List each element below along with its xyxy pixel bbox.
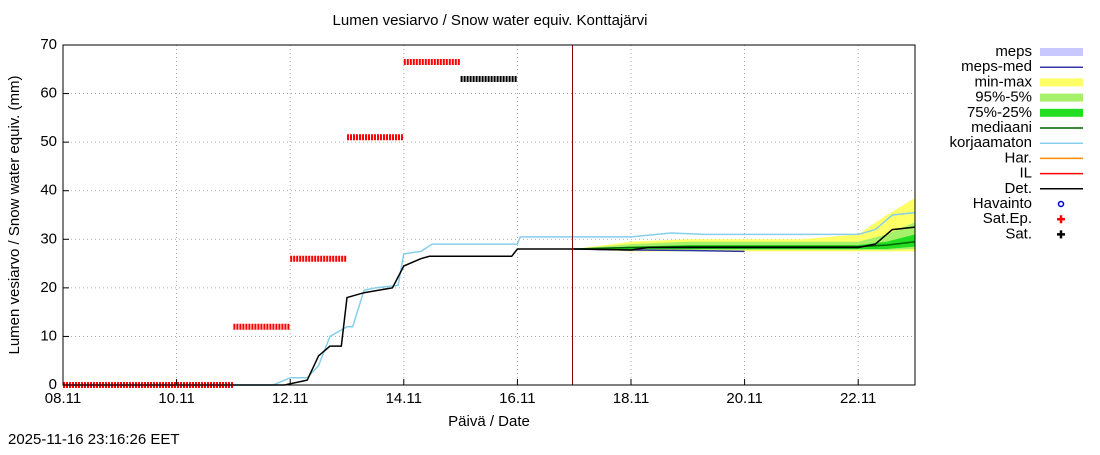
legend-label: mediaani <box>971 119 1032 136</box>
x-tick-label: 18.11 <box>613 390 649 407</box>
x-tick-label: 08.11 <box>45 390 81 407</box>
x-tick-label: 12.11 <box>272 390 308 407</box>
legend-swatch <box>1057 215 1065 224</box>
band-area <box>574 222 915 250</box>
legend-label: Har. <box>1004 149 1032 166</box>
x-tick-label: 10.11 <box>158 390 194 407</box>
legend-label: korjaamaton <box>949 134 1032 151</box>
y-tick-label: 0 <box>49 376 57 393</box>
legend-label: 95%-5% <box>975 89 1032 106</box>
legend-label: 75%-25% <box>967 104 1032 121</box>
legend-label: Sat.Ep. <box>983 210 1032 227</box>
y-tick-label: 40 <box>40 182 57 199</box>
x-tick-label: 22.11 <box>840 390 876 407</box>
chart-title: Lumen vesiarvo / Snow water equiv. Kontt… <box>333 12 648 29</box>
x-tick-label: 14.11 <box>386 390 422 407</box>
timestamp: 2025-11-16 23:16:26 EET <box>8 431 180 448</box>
legend-label: IL <box>1019 165 1032 182</box>
legend-label: meps-med <box>961 58 1032 75</box>
legend-swatch <box>1040 93 1083 102</box>
legend-swatch <box>1057 230 1065 239</box>
plot-frame <box>62 44 916 386</box>
x-tick-label: 16.11 <box>499 390 535 407</box>
x-axis-label: Päivä / Date <box>448 413 530 430</box>
legend-swatch <box>1057 200 1065 208</box>
series-line <box>63 226 916 386</box>
band-area <box>574 234 915 249</box>
legend-swatch <box>1040 108 1083 117</box>
legend-label: min-max <box>974 73 1032 90</box>
legend-label: Havainto <box>973 195 1032 212</box>
series-line <box>574 240 916 250</box>
legend-label: meps <box>995 43 1032 60</box>
legend-swatch <box>1040 48 1083 56</box>
y-axis-label: Lumen vesiarvo / Snow water equiv. (mm) <box>6 76 23 355</box>
y-tick-label: 50 <box>40 133 57 150</box>
legend-label: Det. <box>1004 180 1032 197</box>
series-line <box>63 211 916 386</box>
y-tick-label: 70 <box>40 36 57 53</box>
y-tick-label: 60 <box>40 85 57 102</box>
x-tick-label: 20.11 <box>726 390 762 407</box>
legend-label: Sat. <box>1005 225 1032 242</box>
y-tick-label: 20 <box>40 279 57 296</box>
y-tick-label: 30 <box>40 230 57 247</box>
legend-swatch <box>1040 78 1083 87</box>
y-tick-label: 10 <box>40 327 57 344</box>
band-area <box>574 198 915 252</box>
series-line <box>63 59 461 388</box>
